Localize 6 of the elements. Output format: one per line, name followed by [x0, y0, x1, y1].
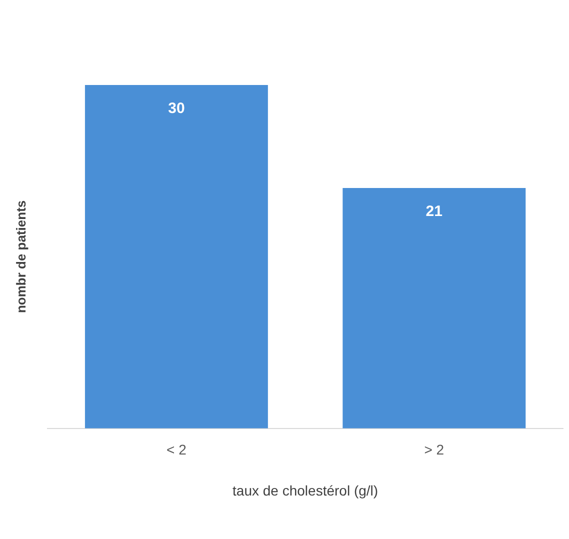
x-tick-label: > 2	[424, 442, 444, 458]
data-label: 30	[168, 100, 185, 118]
x-tick-label: < 2	[166, 442, 187, 458]
x-axis-title: taux de cholestérol (g/l)	[232, 482, 378, 498]
y-axis-title: nombr de patients	[13, 200, 28, 314]
data-label: 21	[426, 203, 442, 220]
